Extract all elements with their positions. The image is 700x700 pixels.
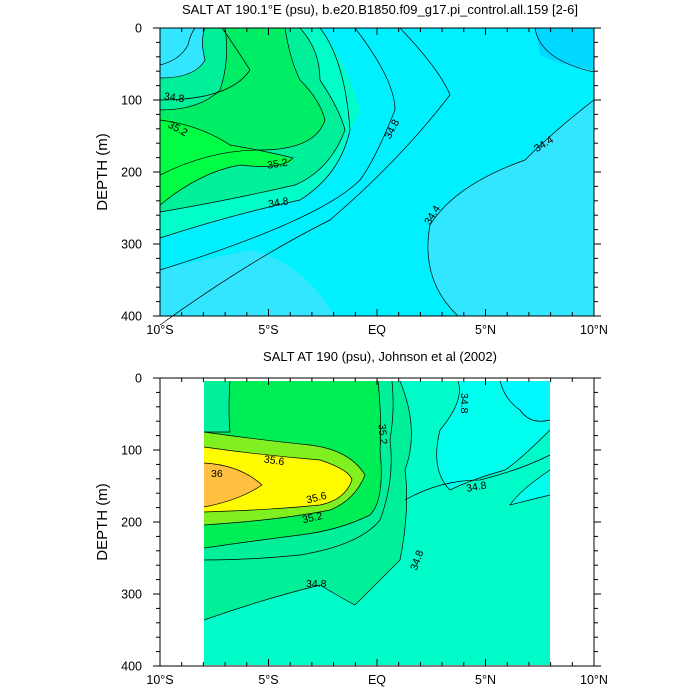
bottom-y-tick-label: 300 — [121, 588, 142, 602]
bottom-x-tick-label: 10°S — [146, 673, 173, 687]
top-line-34-8-b — [159, 27, 351, 239]
top-line-34-8-c — [159, 27, 396, 271]
bottom-contour-lines — [203, 380, 551, 621]
bottom-y-tick-label: 0 — [135, 372, 142, 386]
bottom-contour-labels: 34.8 35.2 35.6 36 35.6 35.2 34.8 34.8 34… — [211, 393, 488, 590]
bottom-line-35-2-west — [204, 380, 231, 433]
top-x-tick-label: 10°N — [580, 323, 608, 337]
bottom-clabel-2: 35.6 — [263, 454, 285, 469]
bottom-x-tick-label: 5°S — [258, 673, 278, 687]
bottom-x-tick-label: 10°N — [580, 673, 608, 687]
top-y-tick-label: 100 — [121, 94, 142, 108]
top-line-35-0-a — [159, 27, 206, 79]
bottom-y-tick-label: 100 — [121, 444, 142, 458]
bottom-clabel-8: 34.8 — [465, 479, 487, 494]
top-line-34-6 — [159, 27, 451, 326]
top-clabel-2: 35.2 — [266, 156, 288, 171]
top-clabel-3: 34.8 — [267, 195, 289, 210]
top-line-34-2 — [534, 27, 595, 73]
bottom-ticks: 10°S 5°S EQ 5°N 10°N 0 100 200 300 400 — [121, 372, 608, 688]
panel-bottom: SALT AT 190 (psu), Johnson et al (2002) — [94, 349, 608, 687]
top-line-35-0-b — [159, 27, 346, 213]
top-line-35-2-b — [159, 27, 326, 176]
panel-top: SALT AT 190.1°E (psu), b.e20.B1850.f09_g… — [94, 2, 608, 337]
top-title: SALT AT 190.1°E (psu), b.e20.B1850.f09_g… — [182, 2, 578, 17]
top-x-tick-label: EQ — [368, 323, 386, 337]
bottom-clabel-1: 35.2 — [375, 423, 389, 445]
bottom-line-35-2 — [203, 380, 382, 549]
top-line-34-4 — [427, 99, 595, 317]
top-fill-35-0-b — [160, 80, 350, 238]
bottom-clabel-7: 34.8 — [306, 578, 327, 590]
bottom-line-34-8-a — [203, 380, 412, 621]
top-line-34-8-a — [159, 27, 251, 101]
top-y-tick-label: 400 — [121, 310, 142, 324]
top-x-tick-label: 5°N — [475, 323, 496, 337]
top-y-tick-label: 300 — [121, 238, 142, 252]
top-y-tick-label: 200 — [121, 166, 142, 180]
bottom-line-35-0 — [203, 380, 394, 561]
bottom-fill-36 — [204, 463, 262, 507]
top-y-tick-label: 0 — [135, 22, 142, 36]
bottom-line-36 — [203, 462, 263, 508]
bottom-fill-lt-34-6 — [500, 381, 550, 422]
top-y-axis-label: DEPTH (m) — [94, 133, 111, 211]
bottom-x-tick-label: 5°N — [475, 673, 496, 687]
bottom-clabel-3: 36 — [211, 468, 223, 480]
bottom-line-34-8-b — [404, 454, 551, 501]
top-line-35-2-a — [159, 27, 227, 111]
bottom-line-34-4 — [499, 380, 551, 422]
bottom-fill-34-6-east — [510, 470, 550, 505]
bottom-line-34-6 — [436, 380, 551, 491]
bottom-y-tick-label: 200 — [121, 516, 142, 530]
bottom-line-35-4 — [203, 431, 366, 526]
top-x-tick-label: 10°S — [146, 323, 173, 337]
top-filled-contours — [160, 28, 594, 316]
bottom-y-axis-label: DEPTH (m) — [94, 483, 111, 561]
top-clabel-0: 34.8 — [163, 91, 185, 106]
bottom-fill-35-2-west — [204, 381, 230, 432]
top-line-34-6-b — [159, 27, 196, 66]
bottom-clabel-0: 34.8 — [458, 393, 470, 414]
top-fill-34-4 — [160, 28, 594, 316]
top-fill-lt-34-4 — [535, 28, 594, 70]
top-line-35-4 — [159, 119, 294, 206]
bottom-title: SALT AT 190 (psu), Johnson et al (2002) — [263, 349, 497, 364]
top-x-tick-label: 5°S — [258, 323, 278, 337]
bottom-line-35-6 — [203, 446, 353, 513]
bottom-line-34-6-east — [509, 469, 551, 506]
top-ticks: 10°S 5°S EQ 5°N 10°N 0 100 200 300 400 — [121, 22, 608, 338]
bottom-clabel-5: 35.2 — [301, 510, 324, 526]
bottom-filled-contours — [204, 381, 550, 665]
bottom-x-tick-label: EQ — [368, 673, 386, 687]
bottom-clabel-4: 35.6 — [305, 490, 328, 507]
bottom-y-tick-label: 400 — [121, 660, 142, 674]
top-contour-lines — [159, 27, 595, 326]
top-fill-35-4 — [160, 118, 295, 205]
